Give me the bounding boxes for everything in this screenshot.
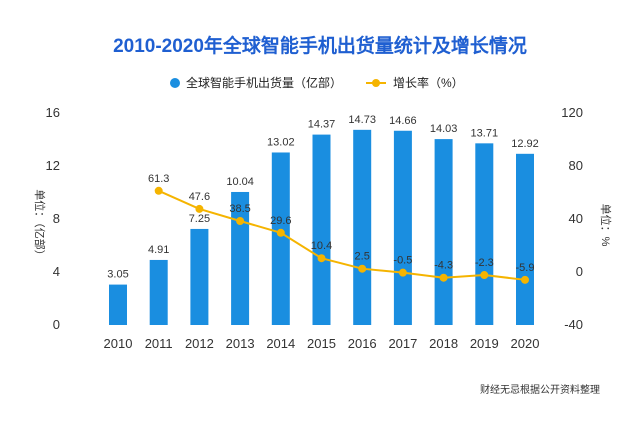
growth-point bbox=[480, 271, 489, 280]
right-tick-label: 120 bbox=[561, 105, 583, 120]
growth-point-label: -2.3 bbox=[475, 257, 494, 269]
growth-point bbox=[236, 216, 245, 225]
growth-point-label: 10.4 bbox=[311, 240, 332, 252]
line-series: 61.3 47.6 38.5 29.6 10.4 2.5 -0.5 -4.3 -2.3 -5.9 bbox=[148, 173, 534, 284]
left-axis-title: 单位：（亿部） bbox=[33, 189, 47, 261]
bar bbox=[434, 139, 453, 325]
growth-line bbox=[158, 189, 526, 281]
bar bbox=[109, 284, 127, 325]
x-tick-label: 2014 bbox=[266, 336, 295, 351]
bar bbox=[271, 152, 290, 325]
growth-point bbox=[276, 228, 285, 237]
bar bbox=[516, 153, 534, 325]
growth-point-label: 61.3 bbox=[148, 173, 169, 185]
growth-point-label: -0.5 bbox=[393, 255, 412, 267]
source-note: 财经无忌根据公开资料整理 bbox=[480, 383, 600, 396]
right-axis-title: 单位：% bbox=[599, 204, 613, 247]
legend: 全球智能手机出货量（亿部） 增长率（%） bbox=[170, 75, 464, 90]
growth-point bbox=[439, 273, 448, 282]
growth-point-label: 2.5 bbox=[355, 251, 370, 263]
growth-point bbox=[398, 268, 407, 277]
bar bbox=[231, 191, 250, 325]
right-axis-ticks: -40 0 40 80 120 bbox=[561, 105, 583, 332]
left-tick-label: 16 bbox=[46, 105, 60, 120]
x-tick-label: 2017 bbox=[388, 336, 417, 351]
growth-point-label: 47.6 bbox=[189, 191, 210, 203]
bar-value-label: 14.37 bbox=[308, 119, 336, 131]
bar bbox=[312, 134, 331, 325]
bar-series: 3.05 4.91 7.25 10.04 13.02 14.37 14.73 14.66 14.… bbox=[107, 114, 539, 325]
x-axis-ticks: 2010 2011 2012 2013 2014 2015 2016 2017 2018 2019… bbox=[104, 336, 540, 351]
left-axis-ticks: 0 4 8 12 16 bbox=[46, 105, 60, 332]
left-tick-label: 12 bbox=[46, 158, 60, 173]
legend-line-dot bbox=[372, 79, 380, 87]
legend-bar-marker bbox=[170, 78, 180, 88]
x-tick-label: 2020 bbox=[511, 336, 540, 351]
bar-value-label: 4.91 bbox=[148, 244, 169, 256]
growth-point bbox=[358, 264, 367, 273]
bar-value-label: 13.71 bbox=[471, 127, 499, 139]
bar bbox=[393, 130, 412, 325]
bar-value-label: 13.02 bbox=[267, 136, 295, 148]
x-tick-label: 2011 bbox=[145, 336, 173, 351]
x-tick-label: 2013 bbox=[226, 336, 255, 351]
bar bbox=[149, 259, 168, 325]
chart-title: 2010-2020年全球智能手机出货量统计及增长情况 bbox=[113, 34, 527, 57]
left-tick-label: 8 bbox=[53, 211, 60, 226]
growth-point bbox=[317, 254, 326, 263]
growth-point-label: 29.6 bbox=[270, 215, 291, 227]
growth-point-label: 38.5 bbox=[229, 203, 250, 215]
growth-point-label: -5.9 bbox=[516, 262, 535, 274]
bar bbox=[190, 228, 209, 325]
left-tick-label: 4 bbox=[53, 264, 60, 279]
legend-line-label: 增长率（%） bbox=[393, 75, 464, 90]
growth-point-label: -4.3 bbox=[434, 260, 453, 272]
bar bbox=[475, 143, 494, 325]
bar-value-label: 7.25 bbox=[189, 213, 210, 225]
bar-value-label: 14.03 bbox=[430, 123, 458, 135]
right-tick-label: 0 bbox=[576, 264, 583, 279]
x-tick-label: 2019 bbox=[470, 336, 499, 351]
right-tick-label: 80 bbox=[569, 158, 583, 173]
bar-value-label: 10.04 bbox=[226, 176, 254, 188]
right-tick-label: 40 bbox=[569, 211, 583, 226]
x-tick-label: 2018 bbox=[429, 336, 458, 351]
growth-point bbox=[195, 204, 204, 213]
x-tick-label: 2015 bbox=[307, 336, 336, 351]
growth-point bbox=[521, 275, 529, 284]
bar-value-label: 14.73 bbox=[348, 114, 376, 126]
bar bbox=[353, 129, 372, 325]
bar-value-label: 3.05 bbox=[107, 269, 128, 281]
growth-point bbox=[154, 186, 163, 195]
x-tick-label: 2012 bbox=[185, 336, 214, 351]
legend-bar-label: 全球智能手机出货量（亿部） bbox=[186, 75, 342, 90]
x-tick-label: 2010 bbox=[104, 336, 133, 351]
right-tick-label: -40 bbox=[564, 317, 583, 332]
left-tick-label: 0 bbox=[53, 317, 60, 332]
bar-value-label: 14.66 bbox=[389, 115, 417, 127]
bar-value-label: 12.92 bbox=[511, 138, 539, 150]
x-tick-label: 2016 bbox=[348, 336, 377, 351]
